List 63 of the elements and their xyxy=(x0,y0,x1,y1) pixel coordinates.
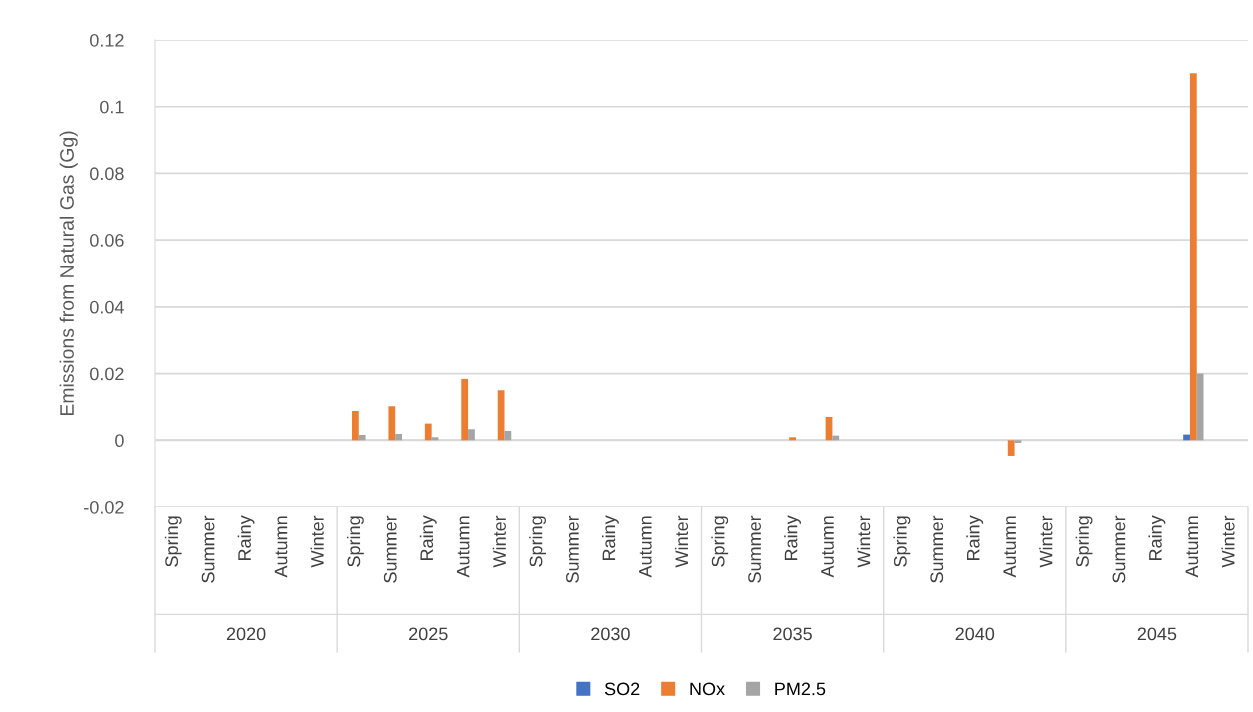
x-tick-label: Summer xyxy=(1112,515,1126,583)
x-tick-label: Autumn xyxy=(639,516,652,578)
bar xyxy=(461,378,469,441)
bar xyxy=(431,437,439,441)
text: 2045 xyxy=(1137,627,1177,641)
bar xyxy=(1014,440,1022,443)
legend-label: SO2 xyxy=(604,682,640,696)
x-tick-label: Summer xyxy=(930,515,944,583)
y-tick-label: 0.12 xyxy=(90,33,124,47)
bar xyxy=(424,423,432,441)
x-tick-label: Spring xyxy=(711,516,729,567)
text: 2035 xyxy=(773,627,812,641)
x-tick-label: Rainy xyxy=(419,515,437,561)
y-tick-label: 0.1 xyxy=(100,100,124,114)
text: 2025 xyxy=(409,627,448,641)
x-tick-label: Summer xyxy=(566,515,579,583)
x-tick-label: Autumn xyxy=(274,516,288,578)
text: 2020 xyxy=(226,627,266,641)
x-tick-label: Autumn xyxy=(456,516,470,578)
x-tick-label: Autumn xyxy=(821,516,834,578)
y-tick-label: 0.06 xyxy=(90,234,124,247)
x-tick-label: Spring xyxy=(893,516,911,567)
bar xyxy=(1189,73,1197,441)
x-tick-label: Winter xyxy=(857,515,871,568)
bar xyxy=(388,406,396,441)
x-tick-label: Winter xyxy=(674,515,689,568)
y-tick-label: 0.04 xyxy=(90,300,124,314)
x-tick-label: Winter xyxy=(310,515,324,568)
x-tick-label: Winter xyxy=(492,515,506,568)
x-tick-label: Spring xyxy=(1075,516,1093,567)
bar xyxy=(497,390,505,441)
y-tick-label: -0.02 xyxy=(84,500,124,514)
x-tick-label: Summer xyxy=(748,515,761,583)
bar xyxy=(468,429,475,441)
legend-label: NOx xyxy=(690,682,725,696)
text: 2030 xyxy=(591,627,630,641)
legend-label: PM2.5 xyxy=(775,682,826,696)
bar xyxy=(351,410,359,441)
y-axis-title: Emissions from Natural Gas (Gg) xyxy=(59,131,78,416)
y-tick-label: 0.08 xyxy=(90,167,124,181)
x-tick-label: Autumn xyxy=(1185,516,1199,578)
bar xyxy=(789,437,796,441)
text: 2040 xyxy=(955,627,995,641)
bar xyxy=(1007,440,1015,456)
x-tick-label: Summer xyxy=(383,515,397,583)
x-tick-label: Spring xyxy=(164,516,182,567)
bar xyxy=(1183,434,1190,441)
bar xyxy=(1196,373,1204,441)
bar xyxy=(395,433,402,441)
x-tick-label: Winter xyxy=(1221,515,1235,568)
x-tick-label: Spring xyxy=(529,516,546,567)
y-tick-label: 0 xyxy=(115,434,124,448)
x-tick-label: Rainy xyxy=(784,515,801,561)
x-tick-label: Summer xyxy=(201,515,215,583)
x-tick-label: Rainy xyxy=(1148,515,1166,561)
x-tick-label: Rainy xyxy=(602,515,619,561)
x-tick-label: Rainy xyxy=(966,515,984,561)
x-tick-label: Spring xyxy=(346,516,364,567)
x-tick-label: Rainy xyxy=(237,515,255,561)
x-tick-label: Winter xyxy=(1039,515,1053,568)
bar xyxy=(358,434,366,441)
x-tick-label: Autumn xyxy=(1003,516,1017,578)
y-tick-label: 0.02 xyxy=(90,367,124,381)
